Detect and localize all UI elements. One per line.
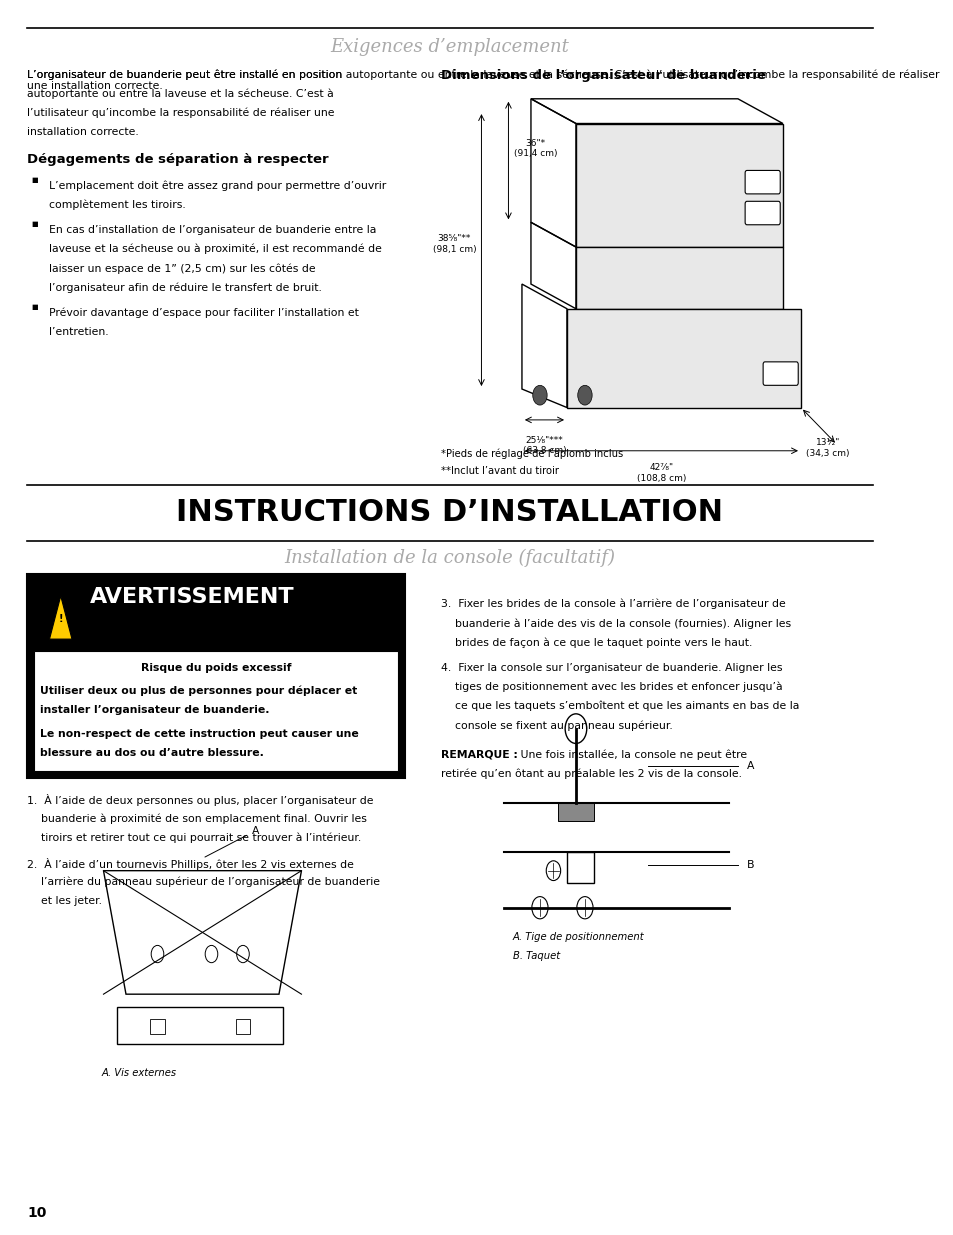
Text: REMARQUE :: REMARQUE :: [440, 748, 517, 760]
Text: l’utilisateur qu’incombe la responsabilité de réaliser une: l’utilisateur qu’incombe la responsabili…: [27, 107, 335, 119]
Text: !: !: [58, 614, 63, 624]
Text: retirée qu’en ôtant au préalable les 2 vis de la console.: retirée qu’en ôtant au préalable les 2 v…: [440, 768, 741, 779]
Text: ■: ■: [31, 221, 38, 227]
Circle shape: [531, 897, 547, 919]
Text: complètement les tiroirs.: complètement les tiroirs.: [50, 199, 186, 210]
Text: Dimensions de l’organisateur de buanderie: Dimensions de l’organisateur de buanderi…: [440, 69, 765, 83]
Text: Installation de la console (facultatif): Installation de la console (facultatif): [284, 550, 615, 567]
Text: 13¹⁄₂"
(34,3 cm): 13¹⁄₂" (34,3 cm): [805, 438, 849, 458]
Text: 38⁵⁄₈"**
(98,1 cm): 38⁵⁄₈"** (98,1 cm): [433, 235, 476, 253]
Circle shape: [546, 861, 560, 881]
Text: A. Tige de positionnement: A. Tige de positionnement: [513, 932, 644, 942]
Text: installation correcte.: installation correcte.: [27, 126, 138, 137]
Polygon shape: [50, 595, 71, 640]
Text: 1.  À l’aide de deux personnes ou plus, placer l’organisateur de: 1. À l’aide de deux personnes ou plus, p…: [27, 794, 374, 806]
Circle shape: [577, 897, 593, 919]
Text: 10: 10: [27, 1205, 47, 1220]
Text: 36"*
(91,4 cm): 36"* (91,4 cm): [513, 138, 557, 158]
Text: laisser un espace de 1” (2,5 cm) sur les côtés de: laisser un espace de 1” (2,5 cm) sur les…: [50, 263, 315, 274]
Text: l’entretien.: l’entretien.: [50, 326, 109, 337]
Text: 2.  À l’aide d’un tournevis Phillips, ôter les 2 vis externes de: 2. À l’aide d’un tournevis Phillips, ôte…: [27, 858, 354, 869]
Text: buanderie à proximité de son emplacement final. Ouvrir les: buanderie à proximité de son emplacement…: [27, 814, 367, 824]
Circle shape: [578, 385, 592, 405]
Text: INSTRUCTIONS D’INSTALLATION: INSTRUCTIONS D’INSTALLATION: [176, 498, 722, 527]
FancyBboxPatch shape: [744, 201, 780, 225]
Text: l’arrière du panneau supérieur de l’organisateur de buanderie: l’arrière du panneau supérieur de l’orga…: [27, 877, 379, 888]
Text: 25¹⁄₈"***
(63,8 cm): 25¹⁄₈"*** (63,8 cm): [522, 436, 566, 456]
Polygon shape: [576, 247, 782, 309]
Text: **Inclut l’avant du tiroir: **Inclut l’avant du tiroir: [440, 466, 558, 475]
Text: AVERTISSEMENT: AVERTISSEMENT: [90, 587, 294, 606]
Text: buanderie à l’aide des vis de la console (fournies). Aligner les: buanderie à l’aide des vis de la console…: [440, 618, 790, 629]
Text: L’emplacement doit être assez grand pour permettre d’ouvrir: L’emplacement doit être assez grand pour…: [50, 180, 386, 191]
Text: Prévoir davantage d’espace pour faciliter l’installation et: Prévoir davantage d’espace pour facilite…: [50, 308, 359, 319]
Text: console se fixent au panneau supérieur.: console se fixent au panneau supérieur.: [440, 720, 672, 731]
Text: B. Taquet: B. Taquet: [513, 951, 559, 961]
Bar: [235, 1019, 250, 1034]
Text: ■: ■: [31, 177, 38, 183]
Bar: [151, 1019, 165, 1034]
Text: A: A: [205, 826, 259, 857]
Text: autoportante ou entre la laveuse et la sécheuse. C’est à: autoportante ou entre la laveuse et la s…: [27, 89, 334, 99]
FancyBboxPatch shape: [744, 170, 780, 194]
Text: 4.  Fixer la console sur l’organisateur de buanderie. Aligner les: 4. Fixer la console sur l’organisateur d…: [440, 662, 781, 673]
Text: 42⁷⁄₈"
(108,8 cm): 42⁷⁄₈" (108,8 cm): [636, 463, 685, 483]
FancyBboxPatch shape: [762, 362, 798, 385]
Circle shape: [151, 946, 164, 963]
Text: B: B: [746, 860, 754, 869]
Polygon shape: [566, 309, 801, 408]
Text: tiges de positionnement avec les brides et enfoncer jusqu’à: tiges de positionnement avec les brides …: [440, 682, 781, 693]
Circle shape: [532, 385, 547, 405]
Circle shape: [205, 946, 217, 963]
Text: brides de façon à ce que le taquet pointe vers le haut.: brides de façon à ce que le taquet point…: [440, 637, 752, 648]
Polygon shape: [576, 124, 782, 247]
Text: Dégagements de séparation à respecter: Dégagements de séparation à respecter: [27, 153, 328, 167]
Circle shape: [564, 714, 586, 743]
Text: et les jeter.: et les jeter.: [27, 897, 102, 906]
FancyBboxPatch shape: [34, 651, 397, 771]
Text: L’organisateur de buanderie peut être installé en position: L’organisateur de buanderie peut être in…: [27, 69, 342, 80]
Text: tiroirs et retirer tout ce qui pourrait se trouver à l’intérieur.: tiroirs et retirer tout ce qui pourrait …: [27, 832, 361, 844]
Text: A: A: [746, 761, 754, 771]
Text: laveuse et la sécheuse ou à proximité, il est recommandé de: laveuse et la sécheuse ou à proximité, i…: [50, 243, 382, 254]
Bar: [558, 803, 594, 821]
Text: Risque du poids excessif: Risque du poids excessif: [141, 663, 291, 673]
Bar: [117, 1007, 283, 1044]
Text: blessure au dos ou d’autre blessure.: blessure au dos ou d’autre blessure.: [40, 747, 264, 758]
Circle shape: [236, 946, 249, 963]
Text: Exigences d’emplacement: Exigences d’emplacement: [330, 38, 569, 56]
Text: Une fois installée, la console ne peut être: Une fois installée, la console ne peut ê…: [517, 748, 747, 760]
Text: 3.  Fixer les brides de la console à l’arrière de l’organisateur de: 3. Fixer les brides de la console à l’ar…: [440, 599, 785, 610]
Text: Le non-respect de cette instruction peut causer une: Le non-respect de cette instruction peut…: [40, 729, 359, 739]
Text: En cas d’installation de l’organisateur de buanderie entre la: En cas d’installation de l’organisateur …: [50, 225, 376, 235]
Text: *Pieds de réglage de l’aplomb inclus: *Pieds de réglage de l’aplomb inclus: [440, 448, 622, 459]
Text: l’organisateur afin de réduire le transfert de bruit.: l’organisateur afin de réduire le transf…: [50, 282, 322, 293]
Text: Utiliser deux ou plus de personnes pour déplacer et: Utiliser deux ou plus de personnes pour …: [40, 685, 357, 697]
Text: installer l’organisateur de buanderie.: installer l’organisateur de buanderie.: [40, 704, 270, 715]
Text: ■: ■: [31, 304, 38, 310]
FancyBboxPatch shape: [27, 574, 404, 778]
Text: A. Vis externes: A. Vis externes: [102, 1068, 177, 1078]
Text: L’organisateur de buanderie peut être installé en position autoportante ou entre: L’organisateur de buanderie peut être in…: [27, 69, 939, 91]
Text: ce que les taquets s’emboîtent et que les aimants en bas de la: ce que les taquets s’emboîtent et que le…: [440, 701, 799, 711]
